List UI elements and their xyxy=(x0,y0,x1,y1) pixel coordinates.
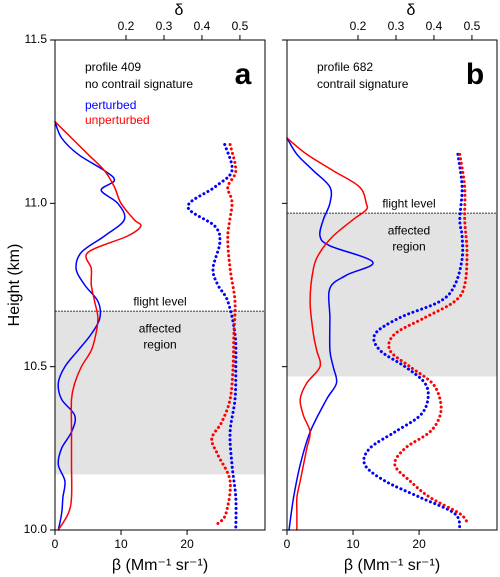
region-label: region xyxy=(143,337,176,351)
annotation: profile 409 xyxy=(85,60,141,74)
x-tick-label: 20 xyxy=(412,537,426,551)
flight-level-label: flight level xyxy=(133,294,186,308)
legend-entry: perturbed xyxy=(85,98,136,112)
x2-tick-label: 0.2 xyxy=(350,19,367,33)
annotation: profile 682 xyxy=(317,60,373,74)
x2-axis-label: δ xyxy=(407,2,416,19)
x2-tick-label: 0.3 xyxy=(388,19,405,33)
x-axis-label: β (Mm⁻¹ sr⁻¹) xyxy=(112,557,208,574)
y-tick-label: 10.5 xyxy=(24,359,48,373)
x2-tick-label: 0.3 xyxy=(156,19,173,33)
y-tick-label: 11.5 xyxy=(25,32,48,46)
delta-line xyxy=(186,143,238,532)
region-label: affected xyxy=(388,223,430,237)
y-tick-label: 10.0 xyxy=(24,522,48,536)
region-label: affected xyxy=(139,321,181,335)
x2-tick-label: 0.2 xyxy=(118,19,135,33)
y-axis-label: Height (km) xyxy=(6,244,23,327)
beta-line xyxy=(286,137,369,531)
x-tick-label: 0 xyxy=(284,537,291,551)
x2-tick-label: 0.5 xyxy=(232,19,249,33)
delta-line xyxy=(362,152,465,532)
x-tick-label: 10 xyxy=(114,537,128,551)
beta-line xyxy=(54,120,142,531)
x-tick-label: 0 xyxy=(52,537,59,551)
x2-axis-label: δ xyxy=(175,2,184,19)
panel-label: a xyxy=(235,58,252,91)
panel-label: b xyxy=(466,58,484,91)
x-tick-label: 10 xyxy=(346,537,360,551)
y-tick-label: 11.0 xyxy=(25,196,48,210)
x-tick-label: 20 xyxy=(180,537,194,551)
affected-region xyxy=(55,311,265,475)
x2-tick-label: 0.4 xyxy=(194,19,211,33)
flight-level-label: flight level xyxy=(382,196,435,210)
annotation: contrail signature xyxy=(317,77,409,91)
x2-tick-label: 0.5 xyxy=(464,19,481,33)
region-label: region xyxy=(392,239,425,253)
plot-frame xyxy=(286,39,498,531)
beta-line xyxy=(54,120,126,531)
plot-frame xyxy=(54,39,266,531)
annotation: no contrail signature xyxy=(85,77,193,91)
x2-tick-label: 0.4 xyxy=(426,19,443,33)
delta-line xyxy=(387,152,470,525)
beta-line xyxy=(286,137,374,531)
x-axis-label: β (Mm⁻¹ sr⁻¹) xyxy=(344,557,440,574)
legend-entry: unperturbed xyxy=(85,113,150,127)
